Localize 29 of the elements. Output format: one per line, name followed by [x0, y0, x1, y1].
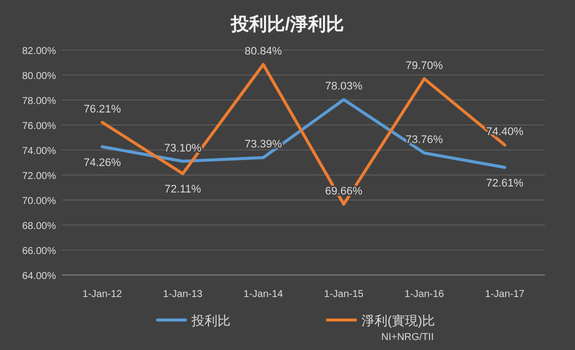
y-tick-label: 82.00%	[22, 46, 56, 57]
data-label: 74.26%	[84, 156, 122, 169]
data-label: 79.70%	[406, 60, 444, 72]
y-tick-label: 64.00%	[22, 271, 56, 282]
text: NI+NRG/TII	[381, 332, 434, 343]
data-label: 73.76%	[406, 134, 444, 146]
y-tick-label: 72.00%	[22, 171, 56, 182]
data-label: 72.11%	[164, 184, 202, 196]
y-tick-label: 80.00%	[22, 71, 56, 82]
y-tick-label: 78.00%	[22, 96, 56, 107]
y-tick-label: 76.00%	[22, 121, 56, 132]
x-tick-label: 1-Jan-12	[82, 289, 122, 300]
x-tick-label: 1-Jan-13	[163, 289, 203, 300]
data-label: 73.39%	[244, 138, 282, 151]
data-label: 78.03%	[325, 80, 363, 93]
legend-label: 投利比	[190, 313, 230, 328]
y-tick-label: 66.00%	[22, 246, 56, 257]
x-tick-label: 1-Jan-17	[485, 289, 525, 300]
x-tick-label: 1-Jan-14	[244, 289, 284, 300]
y-tick-label: 70.00%	[22, 196, 56, 207]
data-label: 76.21%	[84, 103, 122, 116]
chart-title: 投利比/淨利比	[230, 14, 344, 34]
y-tick-label: 74.00%	[22, 146, 56, 157]
x-tick-label: 1-Jan-16	[404, 289, 444, 300]
legend-label: 淨利(實現)比	[362, 313, 436, 328]
x-tick-label: 1-Jan-15	[324, 289, 364, 300]
data-label: 80.84%	[244, 46, 282, 58]
y-tick-label: 68.00%	[22, 221, 56, 232]
data-label: 72.61%	[486, 177, 524, 190]
